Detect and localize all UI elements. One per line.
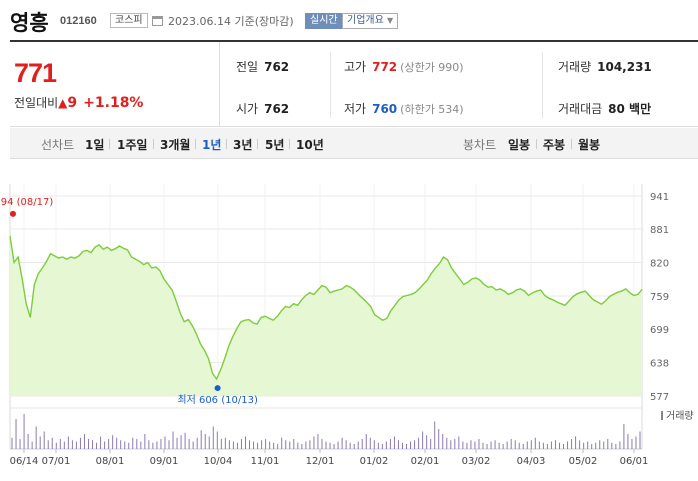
y-tick-label: 881 xyxy=(650,225,669,236)
low-price: 저가 760 (하한가 534) xyxy=(344,102,464,116)
candle-weekly[interactable]: 주봉 xyxy=(543,138,566,152)
x-tick-label: 07/01 xyxy=(42,456,71,467)
high-price: 고가 772 (상한가 990) xyxy=(344,60,464,74)
price-chart[interactable]: 941 881 820 759 699 638 577 06/14 07/01 08/01 09/0… xyxy=(0,160,698,481)
divider xyxy=(109,139,110,149)
y-tick-label: 638 xyxy=(650,358,669,369)
chart-period-bar: 선차트 1일 1주일 3개월 1년 3년 5년 10년 봉차트 일봉 주봉 월봉 xyxy=(10,128,698,159)
period-1y[interactable]: 1년 xyxy=(202,138,222,152)
low-annotation: 최저 606 (10/13) xyxy=(177,394,258,406)
quote-panel: 771 전일대비▲9 +1.18% 전일 762 시가 762 고가 772 (상한가 9… xyxy=(10,40,698,127)
x-tick-label: 09/01 xyxy=(150,456,179,467)
open-price: 시가 762 xyxy=(236,102,290,116)
y-tick-label: 577 xyxy=(650,392,669,403)
as-of-date: 2023.06.14 기준(장마감) xyxy=(168,15,294,28)
period-1d[interactable]: 1일 xyxy=(85,138,105,152)
divider xyxy=(289,139,290,149)
change-label: 전일대비 xyxy=(14,96,59,110)
volume-legend: 거래량 xyxy=(666,410,694,422)
x-tick-label: 11/01 xyxy=(251,456,280,467)
candle-chart-label: 봉차트 xyxy=(463,138,497,152)
y-tick-label: 759 xyxy=(650,292,669,303)
prev-close: 전일 762 xyxy=(236,60,290,74)
x-tick-label: 12/01 xyxy=(306,456,335,467)
divider xyxy=(536,139,537,149)
divider xyxy=(195,139,196,149)
x-tick-label: 01/02 xyxy=(360,456,389,467)
y-tick-label: 820 xyxy=(650,258,669,269)
x-tick-label: 05/02 xyxy=(569,456,598,467)
x-tick-label: 06/01 xyxy=(620,456,649,467)
candle-monthly[interactable]: 월봉 xyxy=(578,138,601,152)
high-marker xyxy=(10,210,16,217)
high-annotation: 최고 894 (08/17) xyxy=(0,196,53,208)
price-chart-svg: 941 881 820 759 699 638 577 06/14 07/01 08/01 09/0… xyxy=(0,184,694,467)
stock-name: 영흥 xyxy=(10,11,49,35)
change-row: 전일대비▲9 +1.18% xyxy=(14,94,143,111)
stock-code: 012160 xyxy=(60,15,97,27)
low-marker xyxy=(214,385,221,392)
chevron-down-icon: ▼ xyxy=(387,16,394,25)
company-overview-label: 기업개요 xyxy=(347,15,384,26)
x-tick-label: 04/03 xyxy=(517,456,546,467)
y-tick-label: 699 xyxy=(650,325,669,336)
x-tick-label: 06/14 xyxy=(10,456,39,467)
calendar-icon xyxy=(152,16,163,26)
divider xyxy=(571,139,572,149)
price-box: 771 전일대비▲9 +1.18% xyxy=(10,42,220,127)
current-price: 771 xyxy=(14,58,57,88)
company-overview-button[interactable]: 기업개요 ▼ xyxy=(342,13,399,29)
y-tick-label: 941 xyxy=(650,192,669,203)
up-arrow-icon: ▲ xyxy=(58,96,68,110)
line-chart-label: 선차트 xyxy=(41,138,75,152)
candle-daily[interactable]: 일봉 xyxy=(508,138,531,152)
period-10y[interactable]: 10년 xyxy=(296,138,324,152)
volume: 거래량 104,231 xyxy=(558,60,652,74)
x-tick-label: 10/04 xyxy=(204,456,233,467)
realtime-button[interactable]: 실시간 xyxy=(305,13,343,29)
x-tick-label: 02/01 xyxy=(411,456,440,467)
divider xyxy=(153,139,154,149)
stock-header: 영흥 012160 코스피 2023.06.14 기준(장마감) 실시간 기업개… xyxy=(0,0,698,40)
change-value: 9 xyxy=(67,95,78,111)
divider xyxy=(226,139,227,149)
trade-amount: 거래대금 80 백만 xyxy=(558,102,652,116)
x-tick-label: 03/02 xyxy=(462,456,491,467)
volume-legend-swatch xyxy=(661,411,663,420)
period-3y[interactable]: 3년 xyxy=(233,138,253,152)
period-5y[interactable]: 5년 xyxy=(265,138,285,152)
price-area xyxy=(10,236,642,396)
divider xyxy=(542,52,543,118)
period-3m[interactable]: 3개월 xyxy=(160,138,191,152)
divider xyxy=(257,139,258,149)
period-1w[interactable]: 1주일 xyxy=(117,138,148,152)
price-line xyxy=(9,235,643,381)
market-badge: 코스피 xyxy=(110,13,148,28)
divider xyxy=(330,52,331,118)
x-tick-label: 08/01 xyxy=(96,456,125,467)
change-percent: +1.18% xyxy=(83,95,144,111)
